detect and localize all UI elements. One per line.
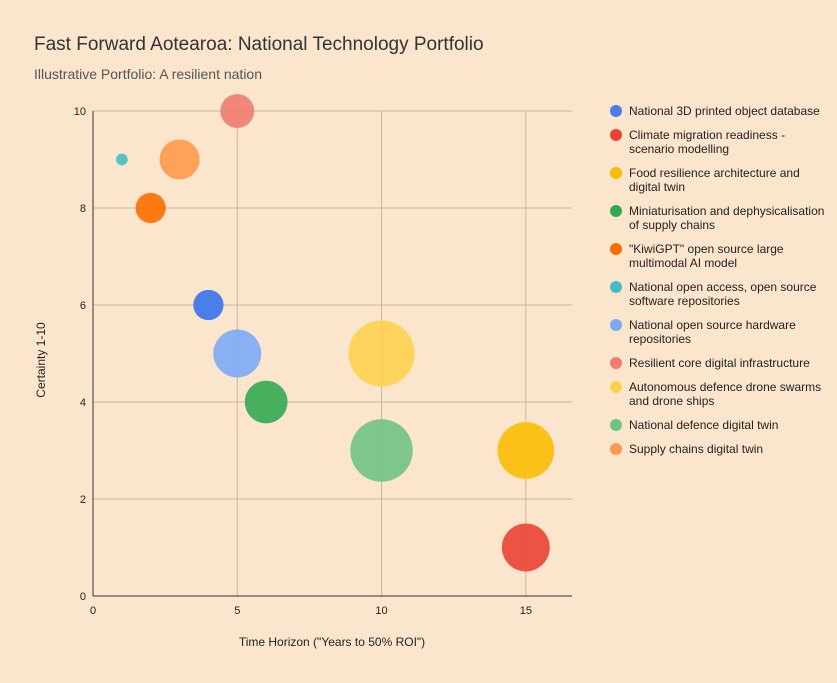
legend-item[interactable]: National 3D printed object database bbox=[610, 104, 830, 118]
legend-swatch bbox=[610, 167, 622, 179]
bubble-point[interactable] bbox=[220, 94, 255, 128]
legend-item[interactable]: Resilient core digital infrastructure bbox=[610, 356, 830, 370]
x-tick-label: 15 bbox=[520, 605, 532, 617]
axes bbox=[92, 111, 572, 597]
legend-swatch bbox=[610, 381, 622, 393]
legend-swatch bbox=[610, 357, 622, 369]
y-tick-label: 4 bbox=[80, 397, 86, 409]
legend-label: National 3D printed object database bbox=[629, 104, 820, 118]
legend-swatch bbox=[610, 443, 622, 455]
bubble-point[interactable] bbox=[193, 289, 224, 321]
y-tick-label: 8 bbox=[80, 203, 86, 215]
legend-swatch bbox=[610, 243, 622, 255]
x-tick-label: 5 bbox=[234, 605, 240, 617]
legend-item[interactable]: National open access, open source softwa… bbox=[610, 280, 830, 308]
legend-label: National open access, open source softwa… bbox=[629, 280, 817, 308]
bubbles bbox=[115, 94, 555, 572]
legend-item[interactable]: Miniaturisation and dephysicalisation of… bbox=[610, 204, 830, 232]
legend-label: National defence digital twin bbox=[629, 418, 779, 432]
legend-label: Climate migration readiness - scenario m… bbox=[629, 128, 786, 156]
grid-lines bbox=[93, 110, 572, 596]
legend-item[interactable]: Climate migration readiness - scenario m… bbox=[610, 128, 830, 156]
bubble-point[interactable] bbox=[159, 139, 200, 180]
legend-swatch bbox=[610, 129, 622, 141]
legend-label: Miniaturisation and dephysicalisation of… bbox=[629, 204, 825, 232]
chart-legend: National 3D printed object database Clima… bbox=[610, 104, 830, 466]
legend-label: "KiwiGPT" open source large multimodal A… bbox=[629, 242, 784, 270]
y-tick-label: 2 bbox=[80, 494, 86, 506]
bubble-point[interactable] bbox=[501, 523, 550, 572]
legend-label: Food resilience architecture and digital… bbox=[629, 166, 800, 194]
legend-swatch bbox=[610, 319, 622, 331]
legend-item[interactable]: National open source hardware repositori… bbox=[610, 318, 830, 346]
legend-swatch bbox=[610, 281, 622, 293]
bubble-point[interactable] bbox=[244, 380, 288, 424]
legend-label: Supply chains digital twin bbox=[629, 442, 764, 456]
legend-item[interactable]: National defence digital twin bbox=[610, 418, 830, 432]
bubble-point[interactable] bbox=[350, 419, 413, 482]
legend-swatch bbox=[610, 419, 622, 431]
legend-item[interactable]: "KiwiGPT" open source large multimodal A… bbox=[610, 242, 830, 270]
legend-label: National open source hardware repositori… bbox=[629, 318, 796, 346]
x-tick-label: 0 bbox=[90, 605, 96, 617]
y-tick-label: 6 bbox=[80, 300, 86, 312]
legend-item[interactable]: Food resilience architecture and digital… bbox=[610, 166, 830, 194]
y-tick-label: 0 bbox=[80, 591, 86, 603]
chart-title: Fast Forward Aotearoa: National Technolo… bbox=[34, 34, 484, 55]
tick-labels: 0 2 4 6 8 10 0 5 10 15 bbox=[74, 106, 532, 617]
legend-label: Resilient core digital infrastructure bbox=[629, 356, 810, 370]
legend-item[interactable]: Autonomous defence drone swarms and dron… bbox=[610, 380, 830, 408]
y-axis-label: Certainty 1-10 bbox=[34, 322, 48, 398]
x-axis-label: Time Horizon ("Years to 50% ROI") bbox=[238, 635, 426, 649]
bubble-point[interactable] bbox=[348, 320, 415, 387]
bubble-point[interactable] bbox=[497, 422, 555, 479]
chart-subtitle: Illustrative Portfolio: A resilient nati… bbox=[34, 66, 263, 82]
legend-swatch bbox=[610, 105, 622, 117]
bubble-point[interactable] bbox=[115, 153, 128, 166]
legend-item[interactable]: Supply chains digital twin bbox=[610, 442, 830, 456]
bubble-point[interactable] bbox=[213, 329, 262, 378]
y-tick-label: 10 bbox=[74, 106, 86, 118]
legend-label: Autonomous defence drone swarms and dron… bbox=[629, 380, 822, 408]
bubble-point[interactable] bbox=[135, 192, 166, 224]
legend-swatch bbox=[610, 205, 622, 217]
x-tick-label: 10 bbox=[375, 605, 387, 617]
